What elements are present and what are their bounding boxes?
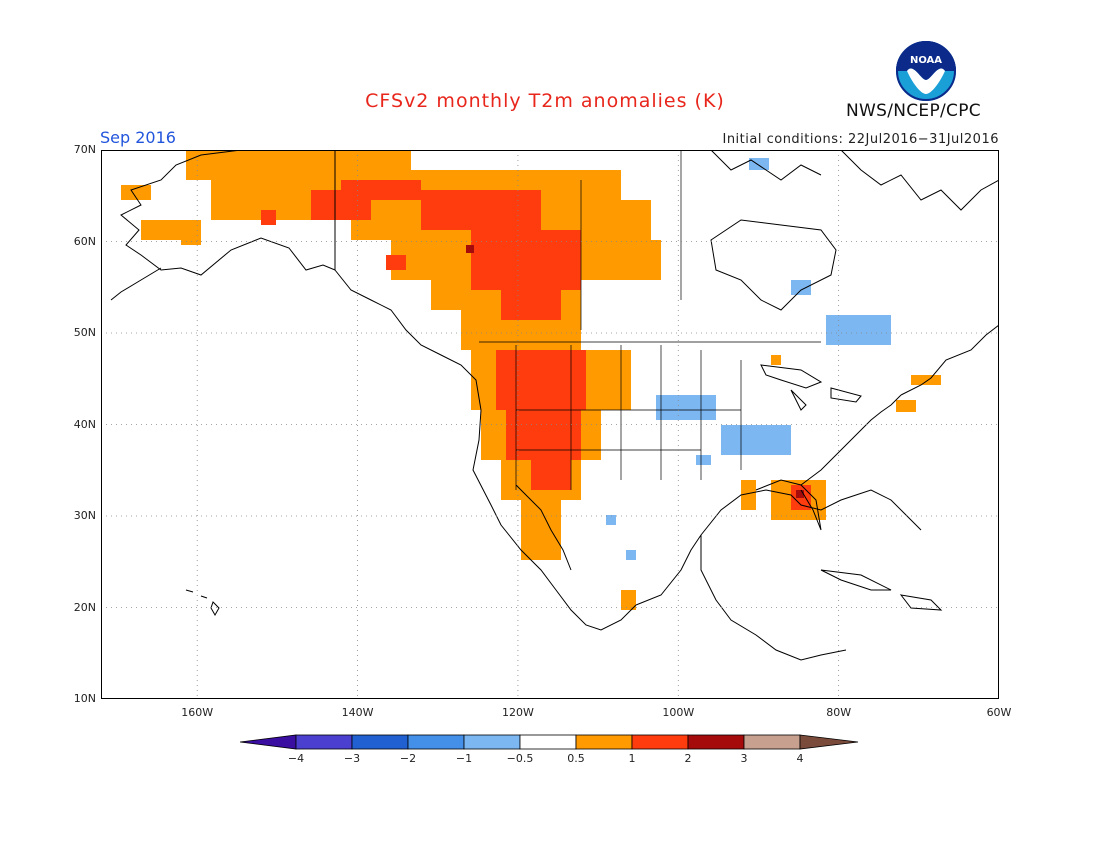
anomaly-cell: [749, 158, 769, 170]
anomaly-cell: [506, 410, 581, 460]
anomaly-cell: [141, 220, 186, 240]
state-borders: [334, 150, 821, 490]
agency-label: NWS/NCEP/CPC: [846, 101, 981, 121]
colorbar-tick-label: −4: [287, 752, 305, 765]
colorbar-segment: [519, 734, 577, 750]
anomaly-cell: [796, 490, 804, 498]
anomaly-cell: [721, 425, 791, 455]
anomaly-cell: [741, 480, 756, 510]
anomaly-cell: [531, 460, 571, 490]
anomaly-cell: [626, 550, 636, 560]
anomaly-cell: [521, 500, 561, 560]
colorbar-arrow-left: [240, 734, 297, 750]
colorbar-tick-label: −2: [399, 752, 417, 765]
colorbar-tick-label: 3: [740, 752, 748, 765]
lat-label: 70N: [73, 143, 96, 156]
anomaly-cell: [896, 400, 916, 412]
lat-label: 50N: [73, 326, 96, 339]
lat-label: 60N: [73, 234, 96, 248]
anomaly-cell: [261, 210, 276, 225]
anomaly-cell: [471, 230, 581, 290]
colorbar-tick-label: 1: [628, 752, 636, 765]
anomaly-cell: [121, 185, 151, 200]
anomaly-cell: [331, 150, 411, 170]
anomaly-cell: [696, 455, 711, 465]
anomaly-cell: [421, 190, 541, 230]
anomaly-cell: [911, 375, 941, 385]
colorbar-segment: [295, 734, 353, 750]
lon-label: 160W: [181, 706, 214, 719]
colorbar-tick-label: −3: [343, 752, 361, 765]
anomaly-cell: [386, 255, 406, 270]
anomaly-cell: [791, 280, 811, 295]
colorbar-segment: [463, 734, 521, 750]
color-bar: [240, 734, 859, 750]
anomaly-map: [101, 150, 999, 699]
lat-label: 10N: [73, 692, 96, 705]
colorbar-tick-label: −0.5: [506, 752, 534, 765]
anomaly-cell: [606, 515, 616, 525]
lon-label: 120W: [501, 706, 534, 719]
svg-text:NOAA: NOAA: [910, 55, 942, 66]
anomaly-cell: [621, 590, 636, 610]
colorbar-segment: [407, 734, 465, 750]
lat-label: 40N: [73, 417, 96, 431]
anomaly-cell: [496, 350, 586, 410]
lon-label: 100W: [662, 706, 695, 719]
anomaly-cell: [181, 220, 201, 245]
anomaly-cell: [501, 290, 561, 320]
colorbar-segment: [687, 734, 745, 750]
map-title: CFSv2 monthly T2m anomalies (K): [365, 90, 725, 112]
colorbar-segment: [351, 734, 409, 750]
colorbar-segment: [631, 734, 689, 750]
lon-label: 80W: [826, 706, 852, 719]
colorbar-arrow-right: [799, 734, 859, 750]
anomaly-cell: [656, 395, 716, 420]
anomaly-cell: [466, 245, 474, 253]
lon-label: 60W: [986, 706, 1012, 719]
lon-label: 140W: [341, 706, 374, 719]
coastlines: [110, 150, 999, 661]
colorbar-tick-label: 0.5: [567, 752, 585, 765]
colorbar-segment: [575, 734, 633, 750]
anomaly-cell: [341, 180, 421, 200]
forecast-period: Sep 2016: [100, 128, 176, 147]
colorbar-tick-label: −1: [455, 752, 473, 765]
colorbar-tick-label: 2: [684, 752, 692, 765]
noaa-logo-icon: NOAA: [896, 41, 956, 101]
anomaly-cell: [771, 355, 781, 365]
initial-conditions: Initial conditions: 22Jul2016−31Jul2016: [722, 132, 999, 147]
anomaly-cells: [121, 150, 941, 610]
lat-label: 20N: [73, 600, 96, 614]
lat-label: 30N: [73, 509, 96, 522]
colorbar-tick-label: 4: [796, 752, 804, 765]
colorbar-segment: [743, 734, 801, 750]
anomaly-cell: [826, 315, 891, 345]
